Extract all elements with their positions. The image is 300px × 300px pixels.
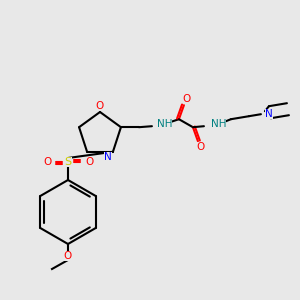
Text: O: O bbox=[85, 157, 93, 167]
Text: O: O bbox=[96, 101, 104, 111]
Text: O: O bbox=[43, 157, 51, 167]
Text: O: O bbox=[197, 142, 205, 152]
Text: O: O bbox=[64, 251, 72, 261]
Text: N: N bbox=[104, 152, 112, 162]
Text: S: S bbox=[64, 157, 72, 167]
Text: N: N bbox=[265, 109, 273, 119]
Text: NH: NH bbox=[157, 119, 172, 129]
Text: O: O bbox=[183, 94, 191, 104]
Text: NH: NH bbox=[211, 119, 226, 129]
